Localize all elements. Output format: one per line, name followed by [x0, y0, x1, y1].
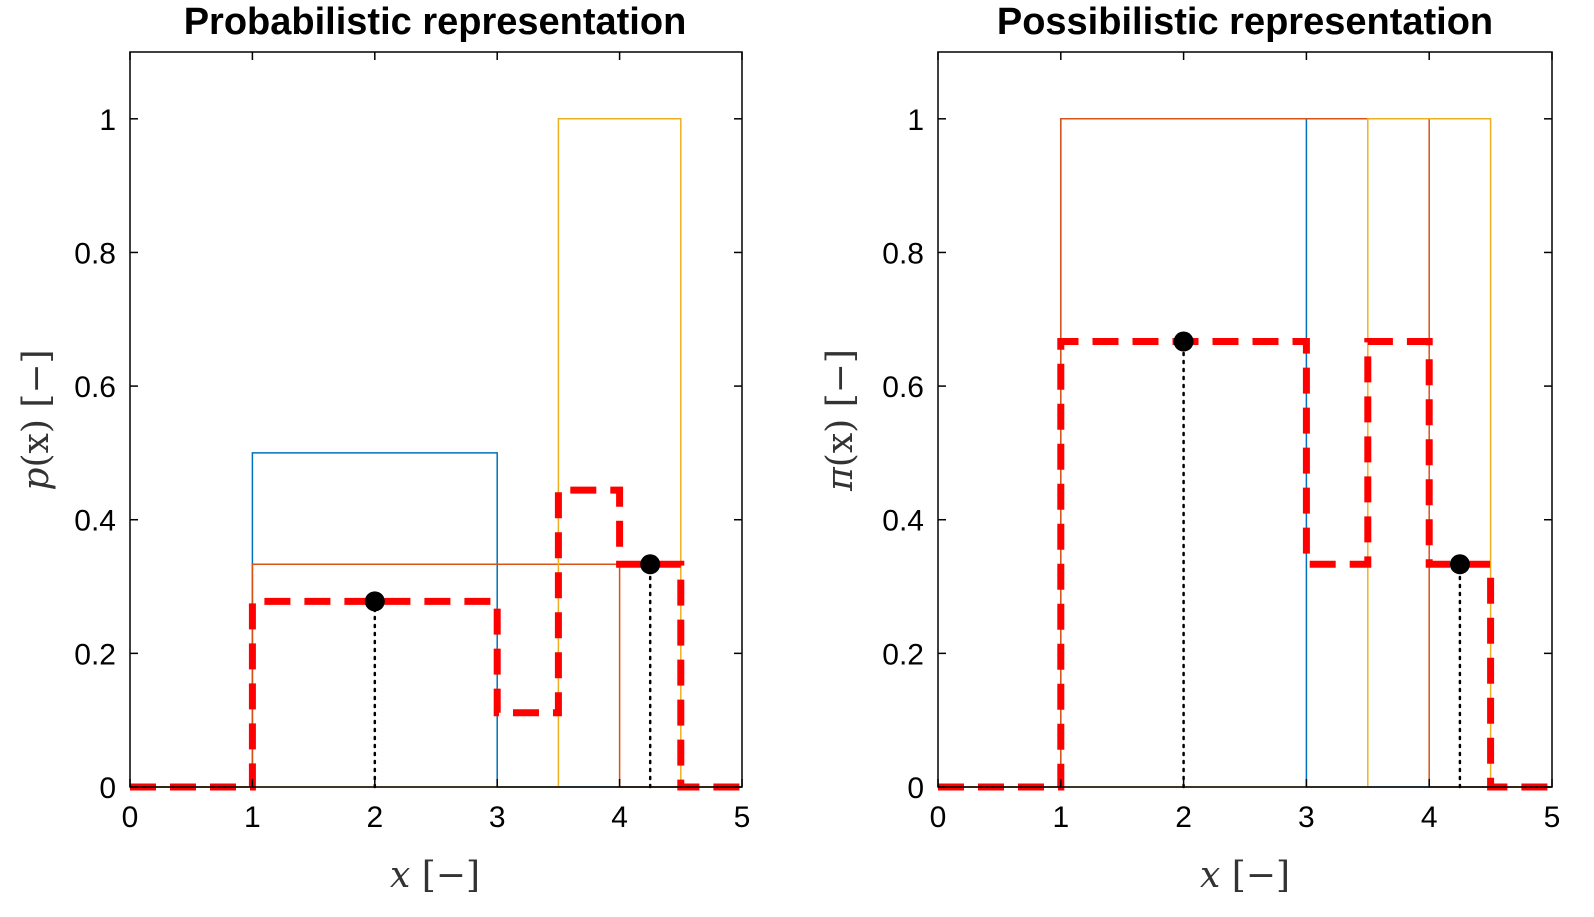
x-tick-label: 5 [734, 801, 751, 834]
series-line-3 [938, 118, 1552, 788]
y-tick-label: 0.2 [74, 638, 116, 671]
series-line-4 [130, 486, 742, 791]
axes-frame [937, 51, 1553, 788]
chart-title: Possibilistic representation [997, 1, 1493, 43]
y-tick-label: 0.8 [882, 237, 924, 270]
x-tick-label: 1 [244, 801, 261, 834]
x-axis: 0 1 2 3 4 5 [122, 52, 751, 834]
x-tick-label: 4 [611, 801, 628, 834]
y-axis: 0 0.2 0.4 0.6 0.8 1 [74, 104, 742, 805]
x-tick-label: 2 [366, 801, 383, 834]
y-axis-label: π(x) [−] [820, 349, 861, 492]
x-tick-label: 2 [1175, 801, 1192, 834]
axes-frame [129, 51, 743, 788]
y-axis: 0 0.2 0.4 0.6 0.8 1 [882, 104, 1552, 805]
y-tick-label: 0.4 [882, 505, 924, 538]
x-tick-label: 4 [1421, 801, 1438, 834]
series-line-2 [938, 118, 1552, 788]
y-axis-label: p(x) [−] [16, 349, 57, 490]
x-tick-label: 3 [489, 801, 506, 834]
y-tick-label: 0.6 [74, 371, 116, 404]
marker-point-1 [364, 591, 385, 612]
plot-area [130, 118, 742, 791]
x-tick-label: 0 [122, 801, 139, 834]
y-tick-label: 1 [99, 104, 116, 137]
y-tick-label: 0 [907, 772, 924, 805]
y-tick-label: 0.6 [882, 371, 924, 404]
chart-title: Probabilistic representation [184, 1, 687, 43]
marker-point-1 [1173, 331, 1194, 352]
marker-point-2 [640, 554, 661, 575]
x-axis-label: x [−] [390, 855, 480, 896]
x-tick-label: 0 [930, 801, 947, 834]
marker-point-2 [1449, 554, 1470, 575]
plot-area [938, 118, 1552, 791]
chart-probabilistic: Probabilistic representation 0 1 2 3 4 5 0 0.2… [16, 1, 750, 896]
series-line-4 [938, 338, 1552, 791]
y-tick-label: 0.8 [74, 237, 116, 270]
x-tick-label: 5 [1544, 801, 1561, 834]
x-tick-label: 1 [1052, 801, 1069, 834]
x-axis: 0 1 2 3 4 5 [930, 52, 1561, 834]
chart-possibilistic: Possibilistic representation 0 1 2 3 4 5 0 0.2… [820, 1, 1560, 896]
y-tick-label: 0 [99, 772, 116, 805]
x-tick-label: 3 [1298, 801, 1315, 834]
y-tick-label: 0.4 [74, 505, 116, 538]
series-line-1 [938, 118, 1552, 788]
y-tick-label: 1 [907, 104, 924, 137]
x-axis-label: x [−] [1200, 855, 1290, 896]
y-tick-label: 0.2 [882, 638, 924, 671]
